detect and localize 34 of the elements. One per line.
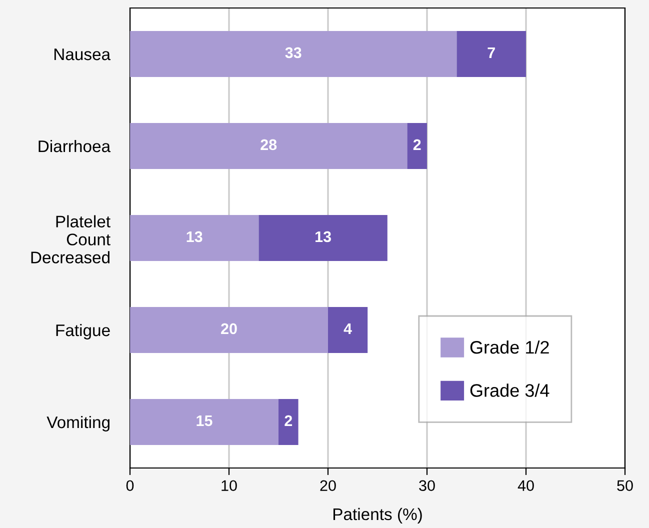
y-tick-label: Vomiting: [46, 416, 110, 432]
y-tick-label: Fatigue: [56, 324, 110, 340]
bar: [278, 399, 298, 445]
x-tick-label: 50: [617, 480, 633, 492]
data-label: 2: [284, 415, 292, 426]
bar: [130, 215, 259, 261]
data-label: 13: [316, 231, 331, 242]
y-tick-label: Nausea: [54, 48, 111, 60]
data-label: 33: [285, 47, 302, 58]
bar: [407, 123, 427, 169]
data-label: 13: [186, 231, 202, 242]
x-tick-label: 0: [126, 480, 134, 492]
bar: [130, 31, 457, 77]
x-axis-title: Patients (%): [333, 508, 422, 524]
x-tick-label: 40: [518, 480, 534, 492]
bar: [328, 307, 368, 353]
legend-label: Grade 1/2: [470, 340, 549, 354]
bar: [258, 215, 388, 261]
bar: [130, 307, 328, 353]
data-label: 20: [221, 323, 237, 334]
data-label: 2: [413, 139, 421, 150]
data-label: 28: [260, 139, 277, 150]
data-label: 7: [488, 47, 495, 58]
legend-label: Grade 3/4: [470, 384, 550, 397]
y-tick-label: Diarrhoea: [38, 140, 111, 152]
data-label: 15: [196, 415, 212, 426]
y-tick-label: Platelet Count Decreased: [31, 215, 110, 264]
x-tick-label: 10: [222, 480, 237, 492]
x-tick-label: 20: [320, 480, 336, 492]
bar: [130, 123, 408, 169]
data-label: 4: [344, 323, 352, 334]
x-tick-label: 30: [419, 480, 435, 492]
bar: [130, 399, 278, 445]
bar: [456, 31, 526, 77]
